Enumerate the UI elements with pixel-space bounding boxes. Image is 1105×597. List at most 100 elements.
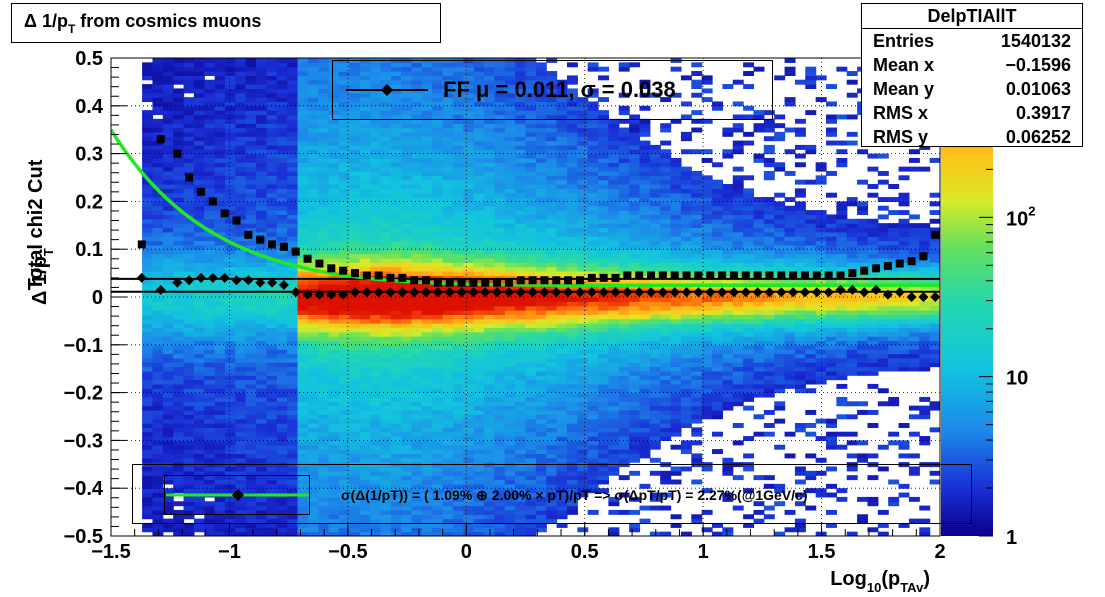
- heatmap-cell: [142, 375, 154, 381]
- heatmap-cell: [587, 201, 599, 207]
- heatmap-cell: [214, 197, 226, 202]
- heatmap-cell: [235, 344, 247, 350]
- heatmap-cell: [566, 375, 578, 381]
- heatmap-cell: [162, 522, 174, 528]
- heatmap-cell: [349, 370, 361, 376]
- heatmap-cell: [297, 375, 309, 381]
- heatmap-cell: [618, 240, 630, 246]
- heatmap-cell: [173, 253, 185, 259]
- heatmap-cell: [276, 71, 288, 76]
- heatmap-cell: [401, 75, 413, 81]
- heatmap-cell: [390, 418, 402, 424]
- heatmap-cell: [256, 84, 268, 90]
- heatmap-cell: [515, 522, 527, 528]
- heatmap-cell: [442, 409, 454, 415]
- heatmap-cell: [370, 279, 382, 285]
- heatmap-cell: [504, 396, 516, 402]
- heatmap-cell: [566, 414, 578, 420]
- heatmap-cell: [401, 496, 413, 502]
- heatmap-cell: [162, 488, 174, 494]
- heatmap-cell: [224, 244, 236, 250]
- heatmap-cell: [442, 418, 454, 424]
- heatmap-cell: [598, 118, 609, 124]
- heatmap-cell: [307, 179, 319, 185]
- heatmap-cell: [380, 466, 392, 472]
- heatmap-cell: [432, 409, 444, 415]
- heatmap-cell: [193, 479, 205, 485]
- heatmap-cell: [287, 179, 299, 185]
- heatmap-cell: [432, 105, 444, 111]
- heatmap-cell: [142, 249, 154, 255]
- heatmap-cell: [370, 157, 382, 163]
- heatmap-cell: [287, 409, 299, 415]
- heatmap-cell: [193, 236, 205, 242]
- heatmap-cell: [452, 453, 464, 459]
- heatmap-cell: [276, 62, 288, 68]
- heatmap-cell: [328, 188, 340, 194]
- heatmap-cell: [390, 253, 402, 259]
- heatmap-cell: [349, 205, 361, 211]
- heatmap-cell: [297, 127, 309, 133]
- heatmap-cell: [245, 114, 257, 120]
- heatmap-cell: [204, 131, 216, 137]
- heatmap-cell: [256, 197, 268, 202]
- heatmap-cell: [380, 405, 392, 411]
- heatmap-cell: [370, 440, 382, 446]
- heatmap-cell: [349, 492, 361, 498]
- heatmap-cell: [421, 401, 433, 407]
- heatmap-cell: [338, 436, 350, 441]
- heatmap-cell: [515, 218, 527, 224]
- heatmap-cell: [504, 205, 516, 211]
- heatmap-cell: [598, 179, 609, 185]
- heatmap-cell: [173, 323, 185, 329]
- heatmap-cell: [525, 201, 537, 207]
- heatmap-cell: [577, 197, 589, 202]
- heatmap-cell: [152, 153, 164, 159]
- heatmap-cell: [452, 349, 464, 355]
- heatmap-cell: [535, 449, 547, 455]
- heatmap-cell: [566, 170, 578, 176]
- heatmap-cell: [556, 488, 568, 494]
- heatmap-cell: [504, 310, 516, 315]
- heatmap-cell: [245, 414, 257, 420]
- heatmap-cell: [432, 323, 444, 329]
- heatmap-cell: [411, 283, 423, 289]
- heatmap-cell: [380, 370, 392, 376]
- heatmap-cell: [307, 314, 319, 320]
- heatmap-cell: [235, 349, 247, 355]
- heatmap-cell: [193, 218, 205, 224]
- heatmap-cell: [525, 344, 537, 350]
- heatmap-cell: [307, 383, 319, 389]
- heatmap-cell: [608, 270, 620, 276]
- heatmap-cell: [183, 366, 195, 372]
- heatmap-cell: [318, 92, 330, 98]
- heatmap-cells: [142, 58, 940, 536]
- heatmap-cell: [587, 270, 599, 276]
- heatmap-cell: [214, 92, 226, 98]
- heatmap-cell: [432, 118, 444, 124]
- heatmap-cell: [173, 257, 185, 263]
- heatmap-cell: [287, 344, 299, 350]
- heatmap-cell: [515, 114, 527, 120]
- heatmap-cell: [338, 166, 350, 172]
- heatmap-cell: [390, 118, 402, 124]
- heatmap-cell: [183, 396, 195, 402]
- heatmap-cell: [566, 479, 578, 485]
- heatmap-cell: [504, 157, 516, 163]
- heatmap-cell: [297, 392, 309, 398]
- heatmap-cell: [142, 449, 154, 455]
- heatmap-cell: [432, 66, 444, 72]
- heatmap-cell: [235, 509, 247, 515]
- heatmap-cell: [494, 436, 506, 441]
- heatmap-cell: [401, 131, 413, 137]
- heatmap-cell: [401, 214, 413, 220]
- heatmap-cell: [546, 71, 558, 76]
- heatmap-cell: [162, 283, 174, 289]
- heatmap-cell: [411, 97, 423, 103]
- heatmap-cell: [245, 105, 257, 111]
- heatmap-cell: [494, 166, 506, 172]
- heatmap-cell: [370, 475, 382, 481]
- heatmap-cell: [370, 262, 382, 268]
- heatmap-cell: [494, 218, 506, 224]
- heatmap-cell: [370, 236, 382, 242]
